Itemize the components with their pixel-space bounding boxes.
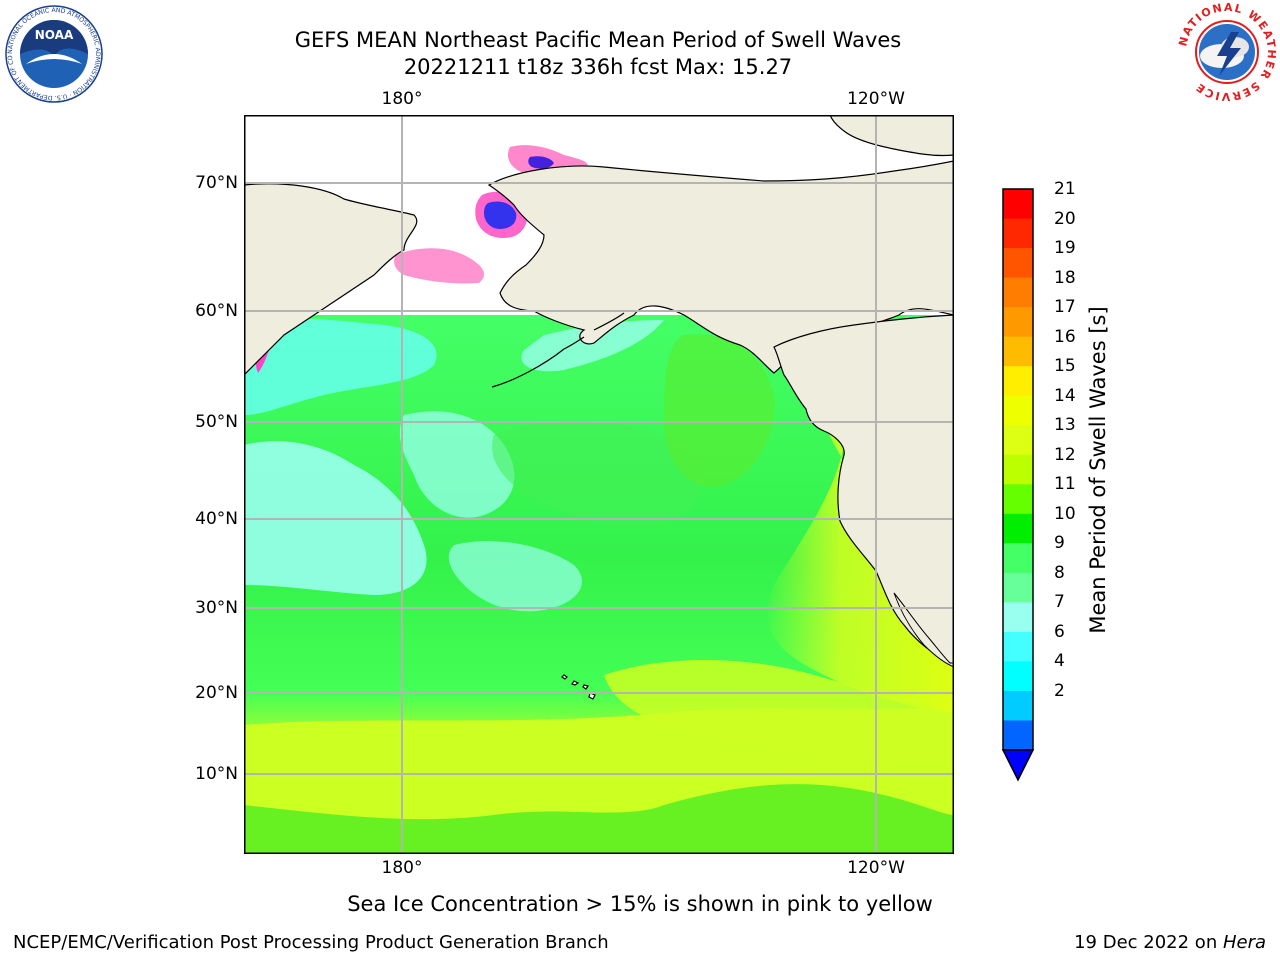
colorbar-tick: 10 xyxy=(1054,503,1076,524)
land-canada-north xyxy=(829,115,954,157)
colorbar-segment xyxy=(1003,631,1033,662)
xtick-top-180: 180° xyxy=(381,89,423,109)
colorbar-tick: 9 xyxy=(1054,533,1065,554)
ytick-30n: 30°N xyxy=(195,598,238,618)
colorbar-segment xyxy=(1003,661,1033,692)
colorbar-segment xyxy=(1003,484,1033,515)
xtick-top-120w: 120°W xyxy=(847,89,905,109)
colorbar-segment xyxy=(1003,218,1033,249)
colorbar-segment xyxy=(1003,189,1033,220)
swell-9s-central xyxy=(492,420,702,526)
colorbar-tick: 6 xyxy=(1054,621,1065,642)
colorbar-segment xyxy=(1003,454,1033,485)
swell-11s-belt xyxy=(244,784,954,854)
colorbar-segment xyxy=(1003,307,1033,338)
colorbar-tick: 8 xyxy=(1054,562,1065,583)
colorbar-tick: 2 xyxy=(1054,680,1065,701)
swell-8s-north xyxy=(244,317,437,415)
land-baja xyxy=(893,592,954,668)
colorbar-tick: 12 xyxy=(1054,444,1076,465)
nws-logo: NATIONAL WEATHER SERVICE xyxy=(1177,2,1277,102)
ytick-50n: 50°N xyxy=(195,412,238,432)
sea-ice-bering xyxy=(394,248,484,284)
colorbar-segment xyxy=(1003,572,1033,603)
map-frame xyxy=(244,115,954,854)
colorbar-segment xyxy=(1003,720,1033,751)
land-alaska xyxy=(487,160,954,374)
colorbar-tick: 18 xyxy=(1054,267,1076,288)
footer-date: 19 Dec 2022 on Hera xyxy=(1074,932,1266,953)
sea-ice-chukchi-core xyxy=(484,201,517,229)
colorbar-tick: 15 xyxy=(1054,356,1076,377)
forecast-map xyxy=(244,115,954,854)
land-siberia xyxy=(244,183,418,376)
ytick-20n: 20°N xyxy=(195,683,238,703)
ytick-40n: 40°N xyxy=(195,509,238,529)
colorbar-tick: 11 xyxy=(1054,474,1076,495)
xtick-bottom-180: 180° xyxy=(381,858,423,878)
map-title: GEFS MEAN Northeast Pacific Mean Period … xyxy=(294,28,902,52)
colorbar-segment xyxy=(1003,543,1033,574)
xtick-bottom-120w: 120°W xyxy=(847,858,905,878)
sea-ice-beaufort-core xyxy=(528,156,554,169)
colorbar-tick: 4 xyxy=(1054,651,1065,672)
noaa-logo-text: NOAA xyxy=(35,28,74,42)
colorbar-segment xyxy=(1003,277,1033,308)
sea-ice-note: Sea Ice Concentration > 15% is shown in … xyxy=(347,892,933,916)
colorbar-tick: 17 xyxy=(1054,297,1076,318)
land-north-america xyxy=(773,314,954,666)
land-aleutians xyxy=(491,312,625,388)
ytick-60n: 60°N xyxy=(195,301,238,321)
colorbar-tick: 7 xyxy=(1054,592,1065,613)
colorbar-segment xyxy=(1003,395,1033,426)
footer-date-text: 19 Dec 2022 on xyxy=(1074,932,1223,953)
colorbar xyxy=(1001,188,1035,782)
colorbar-segment xyxy=(1003,248,1033,279)
swell-10s-east-pacific xyxy=(664,334,775,487)
swell-13s-hawaii-east xyxy=(604,660,954,765)
colorbar-segment xyxy=(1003,336,1033,367)
colorbar-segment xyxy=(1003,602,1033,633)
colorbar-tick: 19 xyxy=(1054,238,1076,259)
colorbar-segment xyxy=(1003,425,1033,456)
land-hawaii xyxy=(561,674,596,700)
colorbar-tick: 21 xyxy=(1054,179,1076,199)
colorbar-segment xyxy=(1003,690,1033,721)
map-subtitle: 20221211 t18z 336h fcst Max: 15.27 xyxy=(403,55,793,79)
ytick-70n: 70°N xyxy=(195,173,238,193)
graticule xyxy=(244,115,954,854)
noaa-logo: NATIONAL OCEANIC AND ATMOSPHERIC ADMINIS… xyxy=(4,4,103,103)
colorbar-tick: 16 xyxy=(1054,326,1076,347)
swell-8s-central xyxy=(399,411,515,518)
footer-credit: NCEP/EMC/Verification Post Processing Pr… xyxy=(13,932,609,953)
colorbar-tick: 13 xyxy=(1054,415,1076,436)
footer-machine: Hera xyxy=(1222,932,1266,953)
swell-8s-gulf-alaska xyxy=(521,320,664,372)
colorbar-tick: 20 xyxy=(1054,208,1076,229)
ytick-10n: 10°N xyxy=(195,764,238,784)
colorbar-tick: 14 xyxy=(1054,385,1076,406)
colorbar-extend-triangle xyxy=(1001,749,1035,782)
colorbar-segment xyxy=(1003,366,1033,397)
colorbar-segment xyxy=(1003,513,1033,544)
swell-8s-central-south xyxy=(448,541,583,612)
colorbar-label: Mean Period of Swell Waves [s] xyxy=(1086,306,1110,634)
